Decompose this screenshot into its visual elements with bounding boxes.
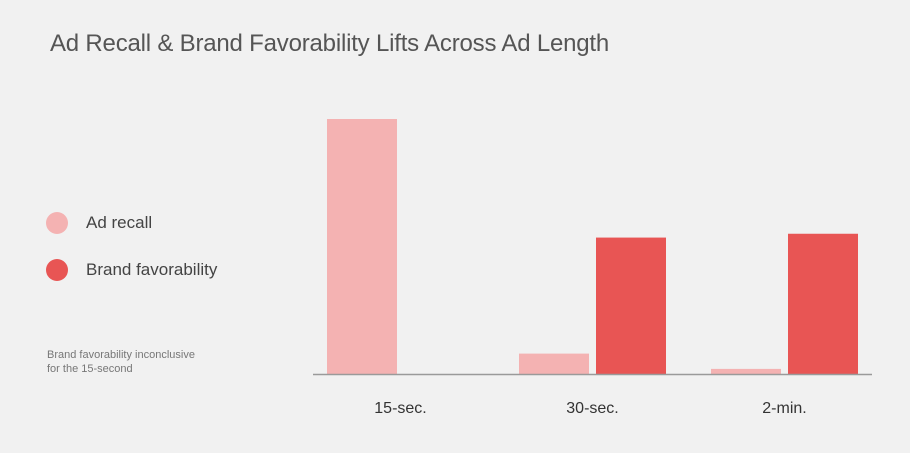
legend-item-brand-favorability: Brand favorability [46, 257, 217, 283]
chart-note: Brand favorability inconclusive for the … [47, 348, 247, 376]
legend: Ad recall Brand favorability [46, 210, 217, 304]
x-tick-label: 15-sec. [374, 400, 426, 417]
x-tick-label: 30-sec. [566, 400, 618, 417]
x-tick-label: 2-min. [762, 400, 806, 417]
legend-label-ad-recall: Ad recall [86, 213, 153, 232]
legend-swatch-brand-favorability [46, 259, 68, 281]
legend-swatch-ad-recall [46, 212, 68, 234]
legend-label-brand-favorability: Brand favorability [86, 260, 218, 279]
bar-ad-recall-2-min [711, 368, 781, 374]
bar-brand-favorability-30-sec [596, 237, 666, 374]
bar-brand-favorability-2-min [788, 233, 858, 374]
chart-note-line-1: Brand favorability inconclusive [47, 349, 195, 361]
legend-item-ad-recall: Ad recall [46, 210, 217, 236]
bar-ad-recall-15-sec [327, 119, 397, 374]
chart-note-line-2: for the 15-second [47, 363, 133, 375]
chart-title: Ad Recall & Brand Favorability Lifts Acr… [50, 30, 610, 57]
bar-ad-recall-30-sec [519, 353, 589, 374]
